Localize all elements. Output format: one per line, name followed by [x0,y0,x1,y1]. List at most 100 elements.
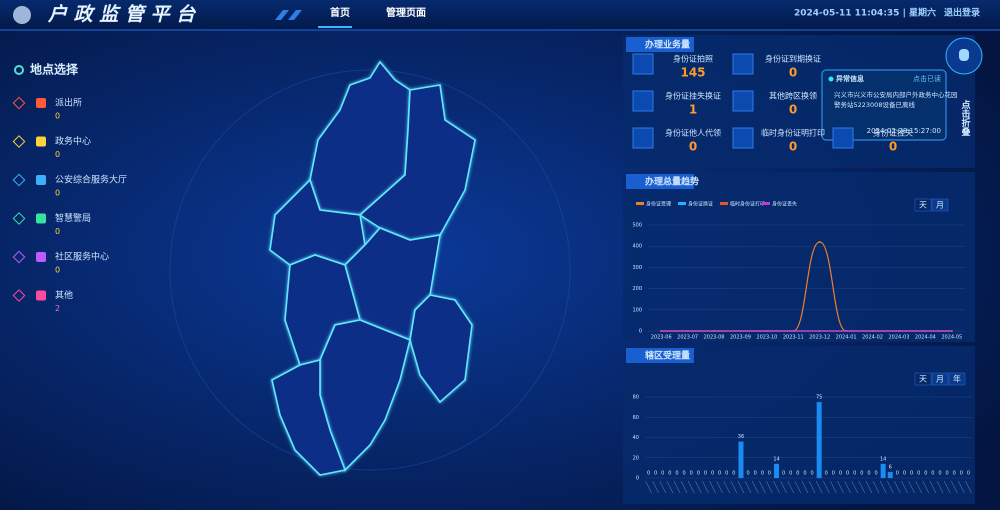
alert-dot [828,76,834,82]
x-tick-stub [844,480,851,494]
value-label: 0 [697,471,700,477]
business-label: 其他跨区换领 [769,91,817,101]
fold-button[interactable]: 点击折叠 [960,99,971,137]
x-tick-stub [922,480,930,494]
location-icon [36,175,46,185]
value-label: 0 [839,471,842,477]
x-tick-stub [901,480,908,494]
locations-title: 地点选择 [30,62,79,77]
tab-label[interactable]: 年 [953,374,961,384]
bar [774,463,780,478]
tab[interactable] [931,372,949,386]
tab[interactable] [914,372,932,386]
x-tick-stub [687,480,695,494]
tab[interactable] [914,198,932,212]
value-label: 0 [874,471,877,477]
x-tick-stub [929,480,937,494]
tab[interactable] [931,198,949,212]
location-count: 2 [55,304,60,313]
tab-label[interactable]: 天 [919,201,927,210]
x-tick-stub [695,480,702,494]
point [713,330,716,332]
icon [14,65,24,75]
value-label: 0 [668,471,671,477]
x-tick-stub [943,480,951,494]
point [818,240,821,243]
point [739,330,742,332]
tab-label[interactable]: 月 [936,201,944,210]
value-label: 0 [960,471,963,477]
nav-home[interactable]: 首页 [330,6,350,19]
value-label: 75 [816,395,822,401]
location-icon [36,290,46,301]
y-tick-label: 0 [639,329,642,335]
legend-label: 身份证换证 [688,201,713,208]
legend-label: 临时身份证打印 [730,201,765,208]
value-label: 0 [768,471,771,477]
business-value: 1 [689,103,697,117]
value-label: 0 [789,471,792,477]
location-count: 0 [55,227,60,236]
tab-label[interactable]: 天 [919,375,927,384]
location-icon [36,98,46,108]
map [269,60,476,476]
tab-label[interactable]: 月 [936,375,944,384]
bar [880,463,886,478]
x-tick-label: 2024-02 [862,335,883,341]
diamond [12,250,26,264]
point [792,330,795,332]
value-label: 6 [889,464,892,470]
business-value: 0 [789,66,797,80]
value-label: 0 [903,471,906,477]
business-icon [632,127,654,149]
bell [959,49,969,61]
business-value: 145 [680,66,705,80]
x-tick-stub [773,480,780,494]
business-label: 身份证他人代领 [665,128,721,138]
point [818,330,821,332]
business-value: 0 [689,140,697,154]
app-title: 户 政 监 管 平 台 [47,4,197,26]
x-tick-stub [815,480,823,494]
value-label: 0 [690,471,693,477]
alert-box [821,69,947,141]
alert-time: 2024-02-28 15:27:00 [867,127,941,135]
x-tick-stub [702,480,709,494]
x-tick-label: 2024-05 [941,335,962,341]
value-label: 0 [924,471,927,477]
x-tick-stub [851,480,858,494]
location-name: 智慧警局 [55,212,91,224]
business-value: 0 [789,140,797,154]
logout[interactable]: 退出登录 [944,7,980,19]
x-tick-stub [709,480,716,494]
chart-title: 办理总量趋势 [645,176,699,188]
bar [738,441,744,478]
x-tick-label: 2023-11 [783,335,804,341]
diamond [12,289,26,302]
y-tick-label: 80 [633,395,639,401]
point [924,330,927,332]
tab[interactable] [948,372,966,386]
point [897,330,900,332]
business-icon [732,127,754,149]
point [660,330,663,332]
x-tick-stub [787,480,794,494]
business-label: 身份证拍照 [673,54,713,64]
business-label: 身份证挂失换证 [665,91,721,101]
value-label: 0 [654,471,657,477]
x-tick-stub [801,480,809,494]
value-label: 0 [711,471,714,477]
x-tick-label: 2024-04 [915,335,936,341]
value-label: 0 [896,471,899,477]
y-tick-label: 500 [632,223,642,229]
point [950,330,953,332]
map-region [271,358,347,476]
business-value: 0 [889,140,897,154]
value-label: 0 [746,471,749,477]
x-tick-stub [680,480,688,494]
value-label: 0 [938,471,941,477]
value-label: 0 [718,471,721,477]
legend-label: 身份证受理 [646,201,671,208]
nav-manage[interactable]: 管理页面 [386,6,426,19]
